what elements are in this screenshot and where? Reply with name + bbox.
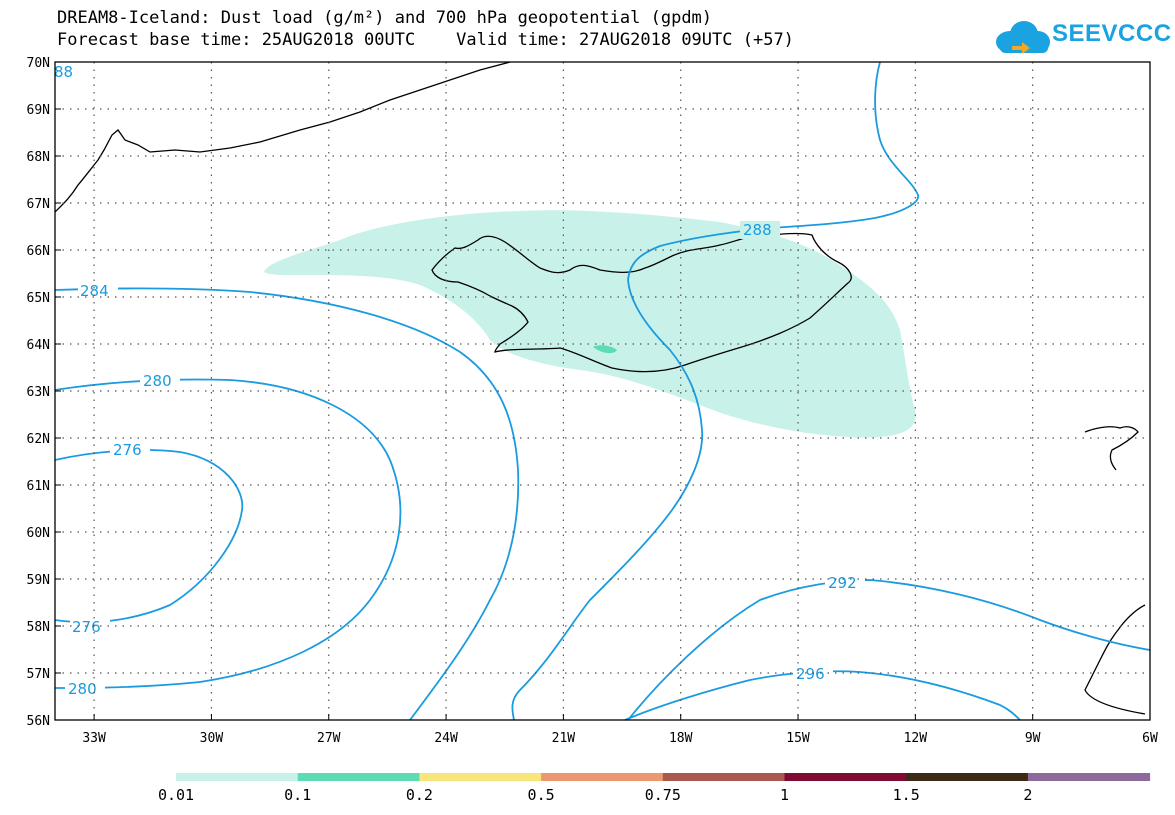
geopotential-contours [54, 61, 1151, 721]
dust-area [264, 210, 916, 438]
lon-tick-label: 15W [786, 731, 810, 746]
lat-tick-label: 69N [27, 103, 50, 118]
contour-label: 288 [743, 221, 772, 239]
colorbar-swatch [662, 773, 785, 781]
lat-tick-label: 64N [27, 338, 50, 353]
colorbar-swatch [419, 773, 542, 781]
colorbar [176, 773, 1151, 781]
colorbar-label: 0.01 [157, 786, 195, 804]
contour-label: 280 [68, 680, 97, 698]
lon-tick-label: 24W [434, 731, 458, 746]
lon-tick-label: 30W [200, 731, 224, 746]
lat-tick-label: 65N [27, 291, 50, 306]
lat-tick-label: 67N [27, 197, 50, 212]
contour-label: 280 [143, 372, 172, 390]
lat-tick-label: 60N [27, 526, 50, 541]
contour-label: 296 [796, 665, 825, 683]
colorbar-label: 1 [779, 786, 790, 804]
seevccc-logo [996, 21, 1050, 54]
colorbar-label: 0.75 [644, 786, 681, 804]
lon-tick-label: 18W [669, 731, 693, 746]
lat-tick-label: 66N [27, 244, 50, 259]
colorbar-label: 0.5 [527, 786, 555, 804]
contour-292 [627, 579, 1151, 721]
lon-tick-label: 12W [904, 731, 928, 746]
contour-label: 292 [828, 574, 857, 592]
contour-label: 276 [72, 618, 101, 636]
colorbar-swatch [541, 773, 664, 781]
lat-tick-label: 57N [27, 667, 50, 682]
contour-284 [54, 287, 520, 721]
lon-tick-label: 6W [1142, 731, 1158, 746]
lon-tick-label: 27W [317, 731, 341, 746]
lat-tick-label: 68N [27, 150, 50, 165]
contour-280 [54, 378, 402, 689]
graticule [55, 62, 1150, 720]
forecast-times: Forecast base time: 25AUG2018 00UTC Vali… [57, 30, 794, 50]
contour-label: 284 [80, 282, 109, 300]
contour-276 [54, 449, 244, 624]
map-title: DREAM8-Iceland: Dust load (g/m²) and 700… [57, 8, 713, 28]
colorbar-label: 0.2 [405, 786, 433, 804]
lat-tick-label: 58N [27, 620, 50, 635]
dust-area-high [593, 345, 617, 354]
lon-tick-label: 33W [82, 731, 106, 746]
contour-296 [624, 670, 1021, 721]
lon-tick-label: 9W [1025, 731, 1041, 746]
lon-tick-label: 21W [552, 731, 576, 746]
lat-tick-label: 70N [27, 56, 50, 71]
colorbar-swatch [297, 773, 420, 781]
axis-ticks: 33W 30W 27W 24W 21W 18W 15W 12W 9W 6W 70N 69N 68N 67N… [27, 56, 1158, 746]
colorbar-label: 2 [1023, 786, 1033, 804]
lat-tick-label: 62N [27, 432, 50, 447]
lat-tick-label: 63N [27, 385, 50, 400]
contour-label: 276 [113, 441, 142, 459]
colorbar-swatch [176, 773, 299, 781]
colorbar-swatch [906, 773, 1029, 781]
faroe-coast [1084, 426, 1139, 471]
colorbar-swatch [1027, 773, 1151, 781]
logo-text: SEEVCCC [1052, 20, 1172, 47]
lat-tick-label: 59N [27, 573, 50, 588]
lat-tick-label: 61N [27, 479, 50, 494]
coastlines [54, 61, 1146, 715]
cloud-icon [996, 21, 1050, 54]
colorbar-label: 1.5 [892, 786, 920, 804]
lat-tick-label: 56N [27, 714, 50, 729]
contour-label: 88 [54, 63, 73, 81]
colorbar-label: 0.1 [284, 786, 312, 804]
scotland-coast [1084, 604, 1146, 715]
colorbar-swatch [784, 773, 907, 781]
contour-288 [511, 61, 919, 721]
greenland-coast [54, 61, 511, 213]
